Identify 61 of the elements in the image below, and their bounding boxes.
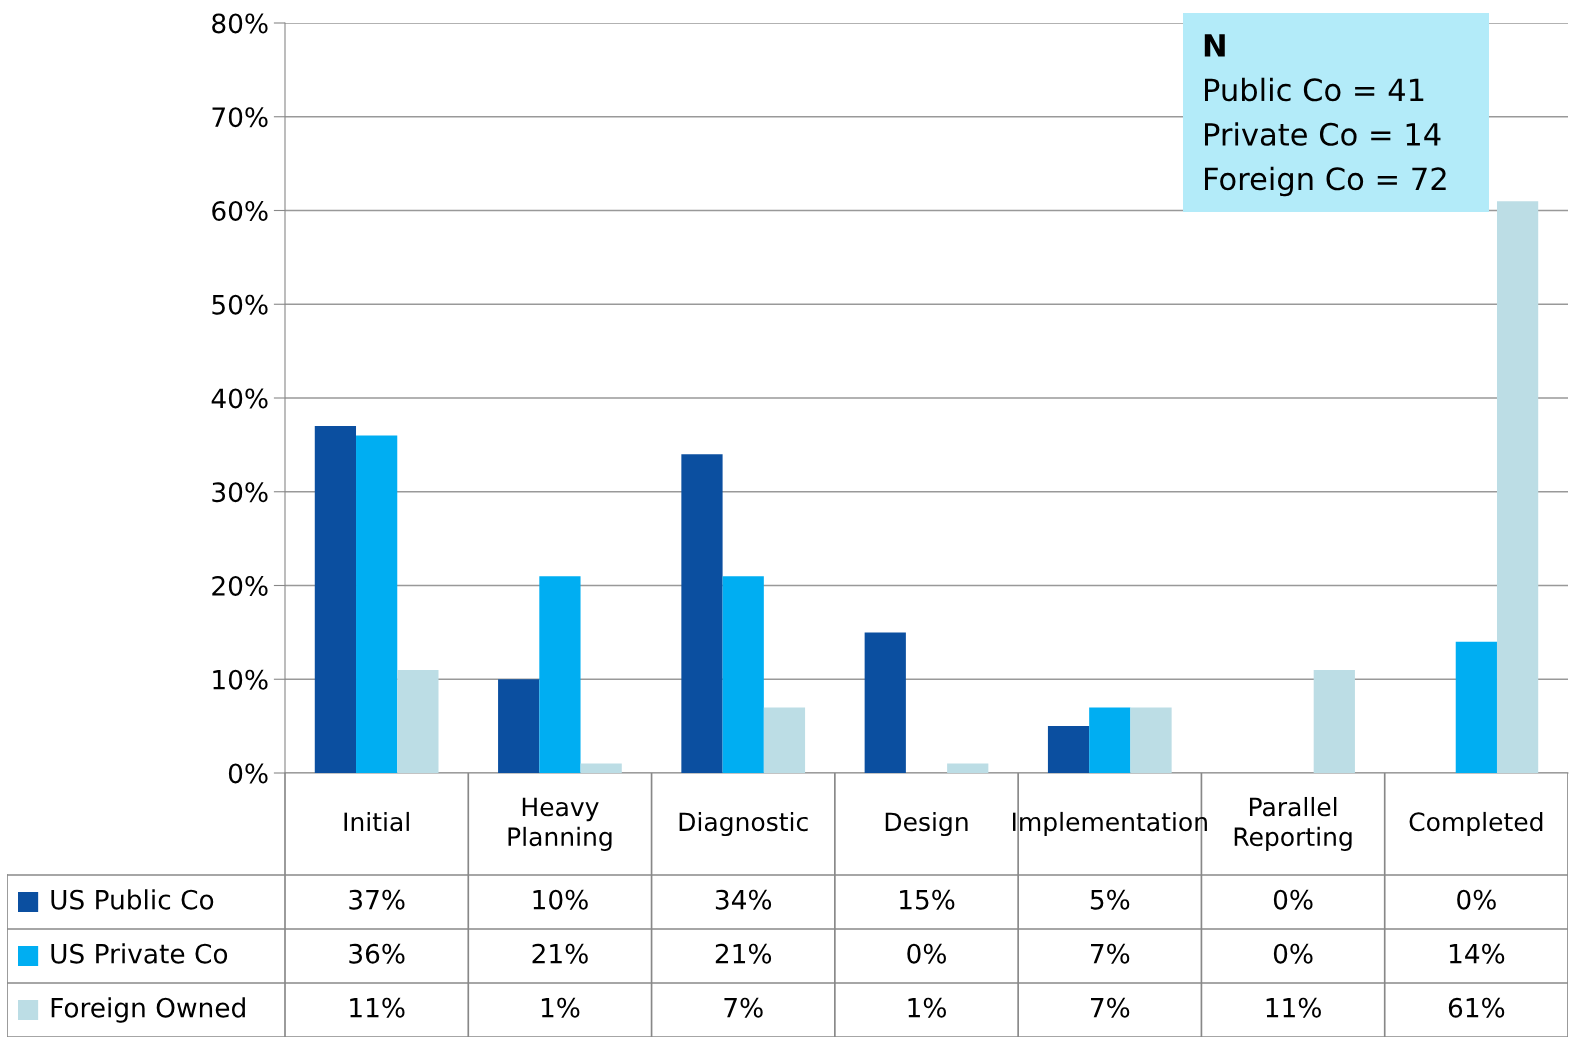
- bar: [1089, 707, 1131, 773]
- bar: [763, 707, 806, 773]
- data-label: 1%: [541, 997, 580, 1018]
- x-tick-label: Design: [885, 811, 968, 837]
- legend-label: Foreign Owned: [51, 997, 245, 1023]
- data-label: 7%: [1091, 943, 1130, 964]
- x-tick-label: Parallel Reporting: [1234, 796, 1352, 852]
- y-tick-label: 70%: [212, 107, 268, 128]
- data-label: 0%: [1273, 889, 1313, 910]
- data-label: 0%: [1457, 889, 1496, 910]
- annotation: Private Co = 14: [1205, 122, 1441, 146]
- annotation: N: [1204, 34, 1225, 57]
- x-tick-label: Initial: [344, 811, 409, 832]
- bar: [1455, 641, 1497, 773]
- x-tick-label: Implementation: [1012, 811, 1207, 837]
- bar: [539, 576, 581, 773]
- bar: [1313, 669, 1355, 773]
- x-tick-label: Diagnostic: [679, 811, 808, 837]
- data-label: 15%: [900, 889, 955, 910]
- y-tick-label: 30%: [212, 482, 268, 503]
- data-label: 7%: [724, 997, 763, 1018]
- data-label: 0%: [1273, 943, 1313, 964]
- bar: [1047, 726, 1090, 773]
- y-tick-label: 60%: [212, 200, 268, 221]
- data-label: 36%: [349, 943, 405, 964]
- bar: [314, 426, 357, 773]
- data-label: 1%: [908, 997, 946, 1018]
- bar: [397, 669, 439, 773]
- bar: [864, 632, 906, 773]
- data-label: 21%: [532, 943, 588, 964]
- y-tick-label: 20%: [212, 575, 268, 596]
- bar: [1496, 201, 1539, 773]
- y-tick-label: 40%: [211, 388, 268, 409]
- bar: [498, 679, 540, 773]
- data-label: 21%: [715, 943, 772, 964]
- x-tick-label: Heavy Planning: [508, 797, 612, 852]
- bar: [356, 435, 398, 773]
- data-label: 11%: [350, 997, 405, 1018]
- y-tick-label: 50%: [212, 294, 268, 315]
- legend-label: US Public Co: [51, 889, 214, 910]
- annotation: Public Co = 41: [1205, 77, 1424, 102]
- bar: [681, 454, 723, 773]
- legend-label: US Private Co: [51, 943, 228, 964]
- bar: [580, 763, 622, 773]
- bar: [947, 763, 989, 773]
- annotation: Foreign Co = 72: [1205, 166, 1446, 197]
- bar: [722, 576, 764, 773]
- y-tick-label: 80%: [212, 13, 268, 34]
- data-label: 5%: [1090, 889, 1130, 910]
- data-label: 10%: [533, 889, 588, 910]
- data-label: 0%: [907, 943, 946, 964]
- data-label: 34%: [715, 889, 772, 910]
- x-tick-label: Completed: [1409, 811, 1543, 837]
- data-label: 11%: [1266, 997, 1321, 1018]
- data-label: 14%: [1449, 943, 1505, 964]
- bar: [1130, 707, 1172, 773]
- y-tick-label: 0%: [228, 763, 268, 784]
- data-label: 7%: [1091, 997, 1130, 1018]
- data-label: 37%: [349, 889, 405, 910]
- y-tick-label: 10%: [213, 669, 268, 690]
- data-label: 61%: [1448, 997, 1505, 1018]
